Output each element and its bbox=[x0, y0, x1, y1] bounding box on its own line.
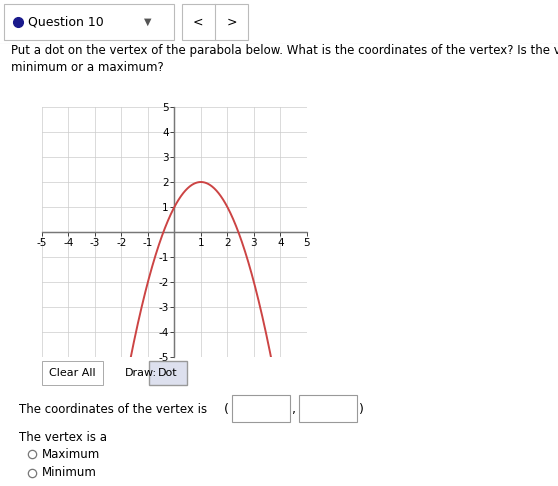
FancyBboxPatch shape bbox=[42, 361, 103, 385]
Text: >: > bbox=[227, 16, 237, 28]
FancyBboxPatch shape bbox=[299, 395, 357, 422]
FancyBboxPatch shape bbox=[182, 4, 248, 40]
Text: The vertex is a: The vertex is a bbox=[19, 431, 107, 444]
Text: The coordinates of the vertex is: The coordinates of the vertex is bbox=[19, 403, 207, 416]
FancyBboxPatch shape bbox=[4, 4, 174, 40]
Text: Question 10: Question 10 bbox=[28, 16, 104, 28]
Text: Draw:: Draw: bbox=[125, 368, 157, 378]
Text: ,: , bbox=[292, 403, 296, 416]
Text: ): ) bbox=[359, 403, 364, 416]
Text: Minimum: Minimum bbox=[42, 466, 97, 479]
Text: Clear All: Clear All bbox=[49, 368, 96, 378]
Text: <: < bbox=[193, 16, 203, 28]
Text: (: ( bbox=[224, 403, 229, 416]
Text: Dot: Dot bbox=[158, 368, 177, 378]
FancyBboxPatch shape bbox=[232, 395, 290, 422]
Text: Put a dot on the vertex of the parabola below. What is the coordinates of the ve: Put a dot on the vertex of the parabola … bbox=[11, 44, 558, 74]
Text: Maximum: Maximum bbox=[42, 448, 100, 461]
Text: ▼: ▼ bbox=[145, 17, 152, 27]
FancyBboxPatch shape bbox=[149, 361, 187, 385]
